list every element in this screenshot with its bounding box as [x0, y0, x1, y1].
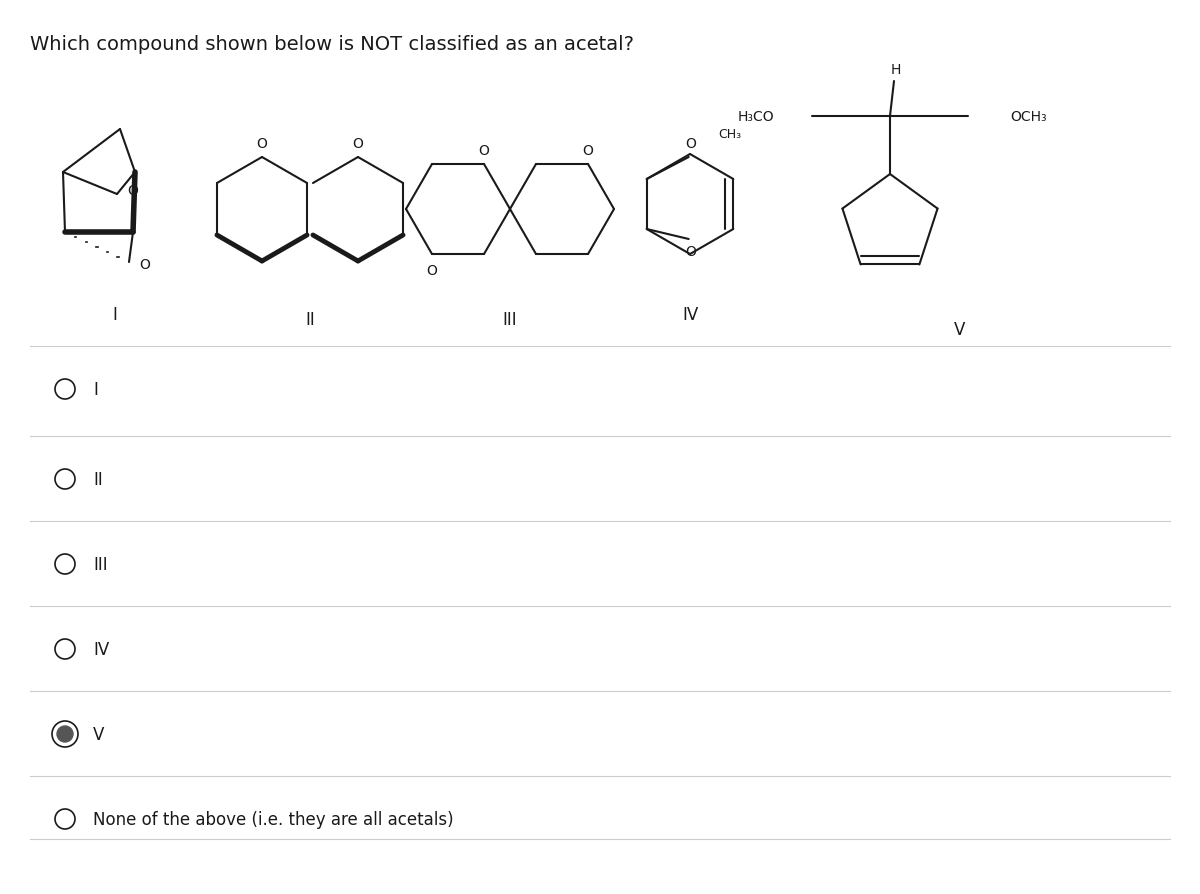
Text: V: V — [94, 725, 104, 743]
Text: I: I — [94, 381, 98, 399]
Text: O: O — [685, 245, 696, 258]
Text: None of the above (i.e. they are all acetals): None of the above (i.e. they are all ace… — [94, 810, 454, 828]
Text: CH₃: CH₃ — [719, 127, 742, 140]
Text: O: O — [582, 144, 594, 157]
Text: IV: IV — [682, 306, 698, 324]
Text: III: III — [94, 555, 108, 573]
Text: O: O — [127, 184, 138, 198]
Text: V: V — [954, 321, 966, 339]
Text: O: O — [257, 137, 268, 151]
Text: H₃CO: H₃CO — [737, 110, 774, 124]
Circle shape — [58, 726, 73, 742]
Text: III: III — [503, 310, 517, 329]
Text: I: I — [113, 306, 118, 324]
Text: O: O — [139, 257, 150, 272]
Text: OCH₃: OCH₃ — [1010, 110, 1046, 124]
Text: II: II — [94, 470, 103, 488]
Text: O: O — [353, 137, 364, 151]
Text: IV: IV — [94, 640, 109, 658]
Text: O: O — [426, 264, 438, 278]
Text: O: O — [479, 144, 490, 157]
Text: O: O — [685, 137, 696, 151]
Text: II: II — [305, 310, 314, 329]
Text: Which compound shown below is NOT classified as an acetal?: Which compound shown below is NOT classi… — [30, 35, 634, 54]
Text: H: H — [890, 63, 901, 77]
